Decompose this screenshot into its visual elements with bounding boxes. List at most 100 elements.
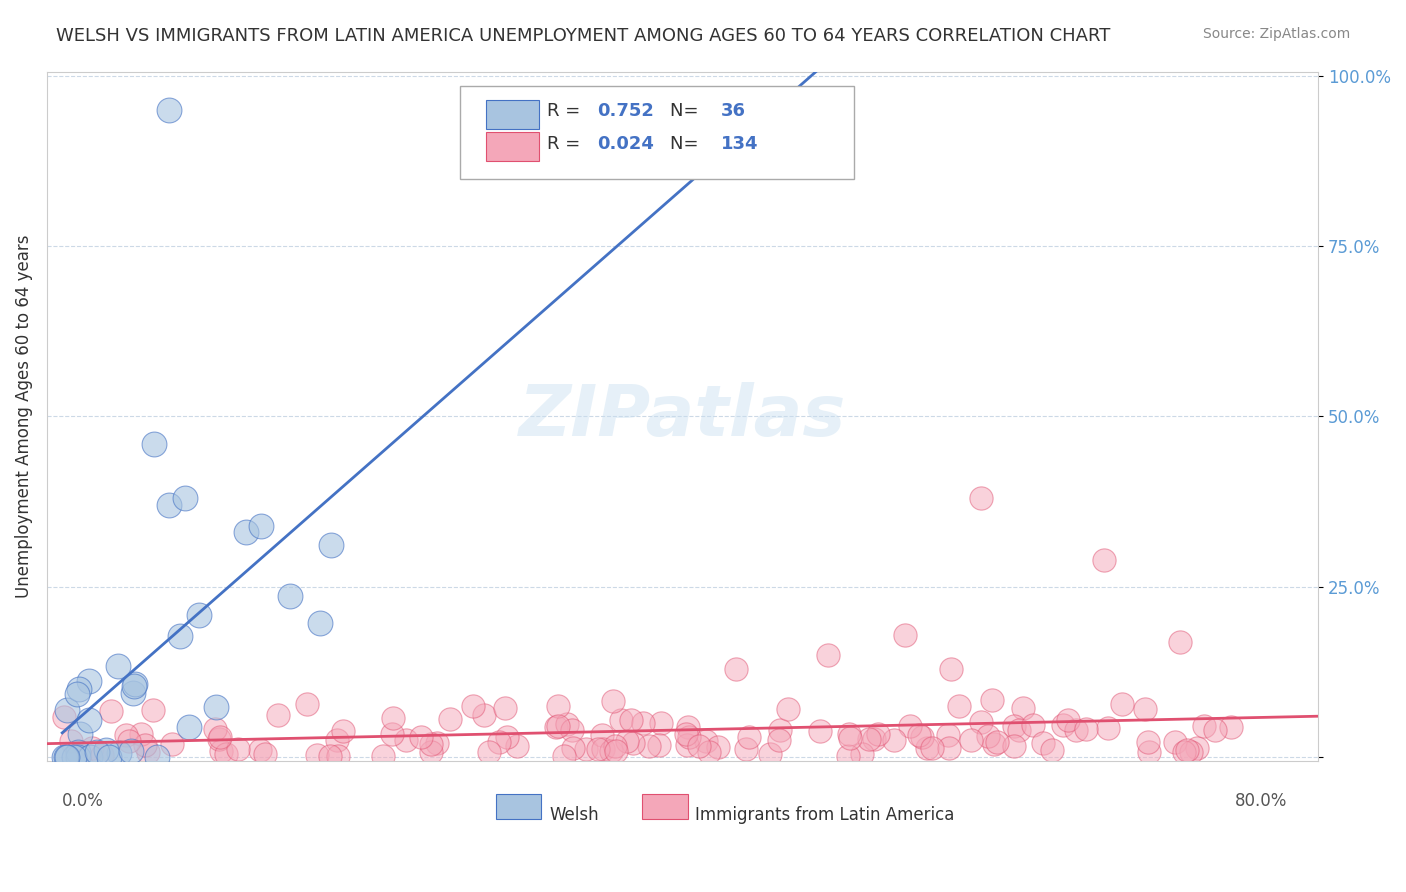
Point <box>631 716 654 731</box>
Point <box>77 713 100 727</box>
Point <box>169 629 191 643</box>
Point <box>52 709 75 723</box>
Point <box>100 705 122 719</box>
Point <box>108 747 131 761</box>
Point <box>738 730 761 744</box>
Point <box>411 730 433 744</box>
Point <box>86 745 108 759</box>
Point <box>426 736 449 750</box>
Point <box>1177 742 1199 756</box>
Point <box>80 740 103 755</box>
Point <box>620 713 643 727</box>
Point <box>1097 721 1119 735</box>
Point <box>332 723 354 738</box>
Point <box>1032 736 1054 750</box>
Point <box>253 747 276 761</box>
Text: R =: R = <box>547 103 585 120</box>
Point <box>52 750 75 764</box>
Point <box>129 727 152 741</box>
Point <box>1052 718 1074 732</box>
Point <box>648 738 671 752</box>
Point <box>472 707 495 722</box>
Point <box>575 741 598 756</box>
Point <box>837 748 859 763</box>
Point <box>621 736 644 750</box>
Point <box>215 747 238 761</box>
Point <box>851 747 873 761</box>
Point <box>970 491 993 506</box>
Point <box>960 733 983 747</box>
Point <box>544 720 567 734</box>
Point <box>605 744 627 758</box>
Point <box>1137 734 1160 748</box>
Point <box>173 491 195 506</box>
Point <box>205 700 228 714</box>
Point <box>250 518 273 533</box>
Point <box>94 742 117 756</box>
Point <box>496 731 519 745</box>
Text: R =: R = <box>547 136 585 153</box>
Point <box>295 697 318 711</box>
Point <box>114 728 136 742</box>
Point <box>1219 720 1241 734</box>
Point <box>145 750 167 764</box>
Point <box>586 742 609 756</box>
Point <box>1137 745 1160 759</box>
Point <box>267 707 290 722</box>
Point <box>1002 739 1025 753</box>
Point <box>675 727 697 741</box>
Point <box>488 735 510 749</box>
Text: 0.024: 0.024 <box>598 136 654 153</box>
Point <box>893 628 915 642</box>
Point <box>506 739 529 753</box>
Point <box>204 722 226 736</box>
Point <box>706 739 728 754</box>
Point <box>1111 697 1133 711</box>
Point <box>547 718 569 732</box>
Point <box>769 723 792 737</box>
Point <box>808 723 831 738</box>
Point <box>66 750 89 764</box>
Point <box>208 732 231 747</box>
Point <box>969 715 991 730</box>
Point <box>136 745 159 759</box>
Point <box>983 737 1005 751</box>
Point <box>326 733 349 747</box>
Point <box>678 731 700 745</box>
Text: N=: N= <box>669 103 704 120</box>
Point <box>908 728 931 742</box>
Point <box>616 734 638 748</box>
Point <box>249 743 271 757</box>
Point <box>977 729 1000 743</box>
Point <box>676 720 699 734</box>
Point <box>768 733 790 747</box>
Point <box>591 728 613 742</box>
Point <box>439 713 461 727</box>
Point <box>309 615 332 630</box>
Text: 134: 134 <box>721 136 758 153</box>
FancyBboxPatch shape <box>460 86 855 179</box>
Point <box>319 748 342 763</box>
Point <box>1002 719 1025 733</box>
Point <box>1074 723 1097 737</box>
Point <box>177 720 200 734</box>
Point <box>858 731 880 746</box>
Point <box>1064 723 1087 737</box>
Point <box>725 662 748 676</box>
Point <box>602 693 624 707</box>
Point <box>56 703 79 717</box>
Point <box>1173 745 1195 759</box>
Point <box>79 750 101 764</box>
Point <box>117 734 139 748</box>
Point <box>319 538 342 552</box>
Point <box>939 662 962 676</box>
Point <box>1180 745 1202 759</box>
Point <box>124 677 146 691</box>
Point <box>1192 719 1215 733</box>
Text: 36: 36 <box>721 103 745 120</box>
Point <box>67 681 90 696</box>
Point <box>911 730 934 744</box>
Text: Welsh: Welsh <box>550 805 599 823</box>
Point <box>561 723 583 737</box>
Point <box>494 701 516 715</box>
